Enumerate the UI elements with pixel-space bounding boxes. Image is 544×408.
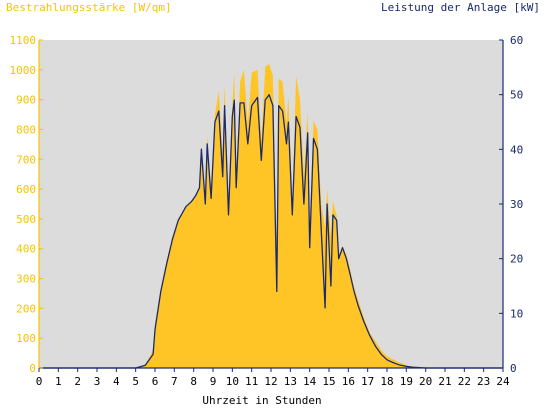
left-tick-label: 500 xyxy=(16,213,36,226)
left-tick-label: 0 xyxy=(29,362,36,375)
right-tick-label: 10 xyxy=(510,307,523,320)
x-tick-label: 10 xyxy=(226,375,239,388)
x-tick-label: 1 xyxy=(55,375,62,388)
x-tick-label: 16 xyxy=(342,375,355,388)
x-tick-label: 18 xyxy=(380,375,393,388)
irradiance-area xyxy=(39,63,503,369)
x-tick-label: 4 xyxy=(113,375,120,388)
x-tick-label: 22 xyxy=(458,375,471,388)
right-tick-label: 60 xyxy=(510,34,523,47)
x-tick-label: 0 xyxy=(36,375,43,388)
x-tick-label: 9 xyxy=(210,375,217,388)
left-axis-title: Bestrahlungsstärke [W/qm] xyxy=(6,1,172,14)
x-tick-label: 15 xyxy=(322,375,335,388)
right-tick-label: 30 xyxy=(510,198,523,211)
x-axis-label: Uhrzeit in Stunden xyxy=(202,394,321,407)
left-tick-label: 200 xyxy=(16,302,36,315)
left-tick-label: 400 xyxy=(16,243,36,256)
x-tick-label: 23 xyxy=(477,375,490,388)
left-tick-label: 1000 xyxy=(10,64,37,77)
power-line xyxy=(39,94,503,369)
left-tick-label: 700 xyxy=(16,153,36,166)
x-tick-label: 20 xyxy=(419,375,432,388)
x-tick-label: 24 xyxy=(496,375,510,388)
x-tick-label: 19 xyxy=(400,375,413,388)
left-tick-label: 600 xyxy=(16,183,36,196)
x-tick-label: 6 xyxy=(152,375,159,388)
right-tick-label: 50 xyxy=(510,89,523,102)
x-tick-label: 17 xyxy=(361,375,374,388)
x-tick-label: 13 xyxy=(284,375,297,388)
axis-layer: 0100200300400500600700800900100011000102… xyxy=(10,34,524,388)
right-tick-label: 0 xyxy=(510,362,517,375)
x-tick-label: 3 xyxy=(94,375,101,388)
right-tick-label: 40 xyxy=(510,143,523,156)
x-tick-label: 8 xyxy=(190,375,197,388)
x-tick-label: 2 xyxy=(74,375,81,388)
left-tick-label: 800 xyxy=(16,123,36,136)
x-tick-label: 12 xyxy=(264,375,277,388)
right-axis-title: Leistung der Anlage [kW] xyxy=(381,1,540,14)
x-tick-label: 21 xyxy=(438,375,451,388)
left-tick-label: 300 xyxy=(16,273,36,286)
x-tick-label: 14 xyxy=(303,375,317,388)
series-layer xyxy=(39,63,503,369)
x-tick-label: 7 xyxy=(171,375,178,388)
x-tick-label: 11 xyxy=(245,375,258,388)
right-tick-label: 20 xyxy=(510,253,523,266)
left-tick-label: 900 xyxy=(16,94,36,107)
left-tick-label: 100 xyxy=(16,332,36,345)
left-tick-label: 1100 xyxy=(10,34,37,47)
x-tick-label: 5 xyxy=(132,375,139,388)
